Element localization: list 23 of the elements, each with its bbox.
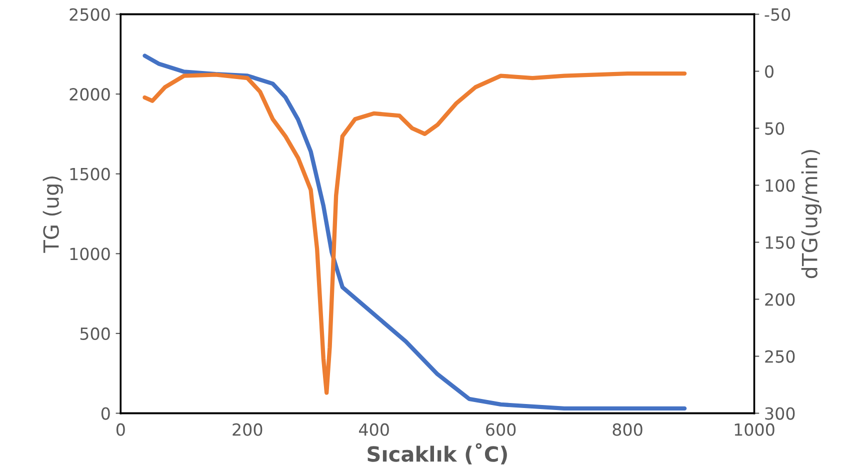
x-tick-label: 0: [116, 423, 125, 436]
y2-tick-label: 50: [765, 122, 784, 135]
x-tick-label: 600: [486, 423, 516, 436]
y2-tick-label: 150: [766, 236, 795, 249]
y-tick-label: 0: [101, 407, 110, 420]
x-tick-label: 1000: [734, 423, 774, 436]
y2-tick-label: 300: [765, 407, 795, 420]
y2-axis-title: dTG(ug/min): [801, 150, 822, 278]
y-axis-title: TG (ug): [42, 176, 63, 253]
y-tick-label: 2500: [70, 8, 110, 21]
x-axis-title: Sıcaklık (˚C): [368, 443, 507, 464]
y2-tick-label: 200: [765, 293, 795, 306]
y2-tick-label: -50: [764, 8, 790, 21]
x-tick-label: 200: [232, 423, 262, 436]
x-tick-label: 400: [359, 423, 389, 436]
y2-tick-label: 100: [766, 179, 795, 192]
y-tick-label: 1500: [70, 168, 110, 180]
y-tick-label: 2000: [70, 88, 110, 101]
y2-tick-label: 0: [765, 65, 774, 78]
y2-tick-label: 250: [765, 350, 795, 363]
y-tick-label: 1000: [70, 248, 110, 260]
y-tick-label: 500: [80, 327, 110, 340]
x-tick-label: 800: [612, 423, 642, 436]
